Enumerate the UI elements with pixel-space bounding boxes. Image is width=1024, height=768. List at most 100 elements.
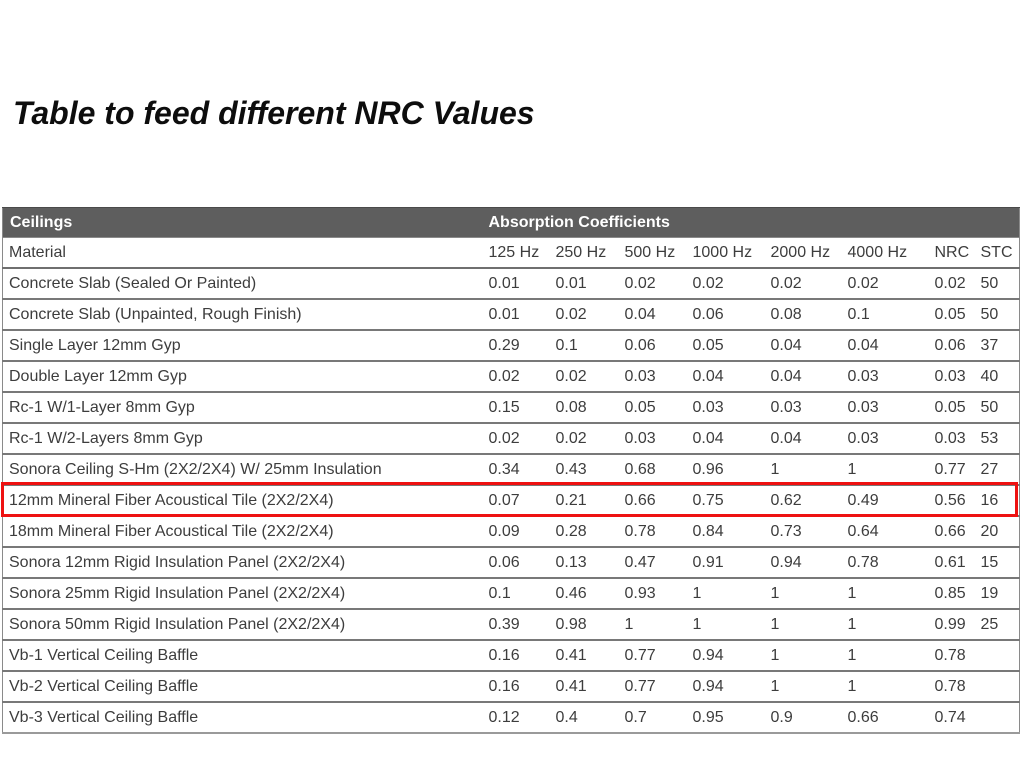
cell-value: 1 [845,577,933,609]
cell-value: 0.08 [768,298,846,330]
cell-value: 0.05 [932,298,979,330]
cell-value: 27 [978,453,1020,485]
column-header: 500 Hz [622,237,691,269]
cell-value: 0.1 [486,577,554,609]
column-header: 250 Hz [553,237,623,269]
cell-value: 0.1 [553,329,623,361]
cell-value: 0.03 [845,360,933,392]
cell-value: 0.02 [845,268,933,299]
cell-value: 1 [768,577,846,609]
cell-value: 0.66 [932,515,979,547]
cell-value: 0.77 [622,639,691,671]
cell-value: 0.34 [486,453,554,485]
cell-material: Rc-1 W/2-Layers 8mm Gyp [2,422,487,454]
cell-value: 0.47 [622,546,691,578]
cell-value: 0.62 [768,484,846,516]
cell-value: 0.75 [690,484,769,516]
page-title: Table to feed different NRC Values [13,95,535,131]
column-header: NRC [932,237,979,269]
cell-value: 0.49 [845,484,933,516]
cell-value: 0.61 [932,546,979,578]
cell-value: 0.93 [622,577,691,609]
table-row: Rc-1 W/2-Layers 8mm Gyp 0.02 0.02 0.03 0.04 0… [2,422,1020,454]
cell-value: 0.73 [768,515,846,547]
cell-material: Single Layer 12mm Gyp [2,329,487,361]
cell-value: 0.39 [486,608,554,640]
cell-value: 0.05 [932,391,979,423]
cell-value: 53 [978,422,1020,454]
cell-value: 0.07 [486,484,554,516]
table-row: Sonora 12mm Rigid Insulation Panel (2X2/… [2,546,1020,578]
cell-value: 0.04 [768,422,846,454]
cell-value: 0.03 [768,391,846,423]
cell-value: 0.01 [553,268,623,299]
cell-value: 0.94 [768,546,846,578]
cell-value: 0.77 [932,453,979,485]
cell-value: 0.02 [553,360,623,392]
cell-value: 0.02 [553,422,623,454]
cell-value: 50 [978,298,1020,330]
cell-value: 0.46 [553,577,623,609]
cell-value: 0.03 [622,360,691,392]
column-header: 125 Hz [486,237,554,269]
column-header: STC [978,237,1020,269]
cell-value: 1 [768,608,846,640]
cell-value: 0.03 [932,422,979,454]
cell-material: Vb-2 Vertical Ceiling Baffle [2,670,487,702]
column-header: 4000 Hz [845,237,933,269]
cell-value: 0.02 [690,268,769,299]
cell-value: 0.99 [932,608,979,640]
cell-value: 0.28 [553,515,623,547]
cell-value: 1 [768,639,846,671]
column-header: 2000 Hz [768,237,846,269]
table-group-header-row: Ceilings Absorption Coefficients [2,207,1020,238]
cell-value: 1 [622,608,691,640]
table-row: Sonora Ceiling S-Hm (2X2/2X4) W/ 25mm In… [2,453,1020,485]
cell-value: 0.02 [768,268,846,299]
cell-value: 1 [690,608,769,640]
cell-value: 0.56 [932,484,979,516]
cell-value: 0.05 [690,329,769,361]
cell-value: 15 [978,546,1020,578]
cell-value: 25 [978,608,1020,640]
cell-material: Sonora Ceiling S-Hm (2X2/2X4) W/ 25mm In… [2,453,487,485]
cell-value: 0.03 [690,391,769,423]
cell-value: 0.41 [553,670,623,702]
cell-value: 0.78 [622,515,691,547]
cell-value: 0.12 [486,701,554,733]
cell-value: 1 [690,577,769,609]
cell-value: 0.01 [486,268,554,299]
cell-value: 0.66 [622,484,691,516]
cell-value [978,639,1020,671]
cell-value: 0.08 [553,391,623,423]
cell-value: 0.96 [690,453,769,485]
cell-value: 0.43 [553,453,623,485]
cell-value: 0.91 [690,546,769,578]
cell-value: 0.4 [553,701,623,733]
cell-value: 0.84 [690,515,769,547]
cell-material: Sonora 25mm Rigid Insulation Panel (2X2/… [2,577,487,609]
cell-value: 0.06 [932,329,979,361]
group-header-ceilings: Ceilings [2,207,487,238]
column-header: 1000 Hz [690,237,769,269]
cell-value: 0.94 [690,639,769,671]
cell-value: 0.98 [553,608,623,640]
cell-value: 0.01 [486,298,554,330]
table-row: Vb-2 Vertical Ceiling Baffle 0.16 0.41 0.77… [2,670,1020,702]
cell-value: 0.02 [486,422,554,454]
cell-value: 1 [845,670,933,702]
table-row: Concrete Slab (Unpainted, Rough Finish) 0… [2,298,1020,330]
cell-value: 0.03 [845,391,933,423]
cell-value: 0.78 [932,639,979,671]
cell-value: 0.21 [553,484,623,516]
cell-value: 50 [978,268,1020,299]
cell-value: 19 [978,577,1020,609]
cell-value: 0.66 [845,701,933,733]
cell-value: 16 [978,484,1020,516]
table-row: Vb-1 Vertical Ceiling Baffle 0.16 0.41 0.77… [2,639,1020,671]
cell-value: 0.77 [622,670,691,702]
cell-value: 40 [978,360,1020,392]
cell-value: 0.64 [845,515,933,547]
table-row: Concrete Slab (Sealed Or Painted) 0.01 0.0… [2,268,1020,299]
cell-material: Vb-3 Vertical Ceiling Baffle [2,701,487,733]
